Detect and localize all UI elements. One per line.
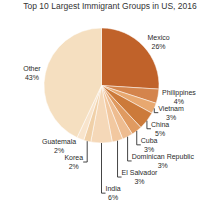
svg-text:Cuba3%: Cuba3%: [141, 137, 158, 153]
svg-text:Dominican Republic3%: Dominican Republic3%: [132, 153, 195, 169]
svg-text:Guatemala2%: Guatemala2%: [42, 138, 76, 154]
svg-text:Philippines4%: Philippines4%: [162, 89, 196, 105]
svg-text:El Salvador3%: El Salvador3%: [122, 169, 158, 185]
svg-text:India6%: India6%: [106, 185, 121, 201]
svg-text:China5%: China5%: [151, 121, 169, 137]
svg-text:Other43%: Other43%: [23, 65, 41, 81]
svg-text:Vietnam3%: Vietnam3%: [158, 105, 184, 121]
svg-text:Top 10 Largest Immigrant Group: Top 10 Largest Immigrant Groups in US, 2…: [23, 1, 197, 11]
svg-text:Korea2%: Korea2%: [64, 154, 83, 170]
svg-text:Mexico26%: Mexico26%: [147, 34, 169, 50]
